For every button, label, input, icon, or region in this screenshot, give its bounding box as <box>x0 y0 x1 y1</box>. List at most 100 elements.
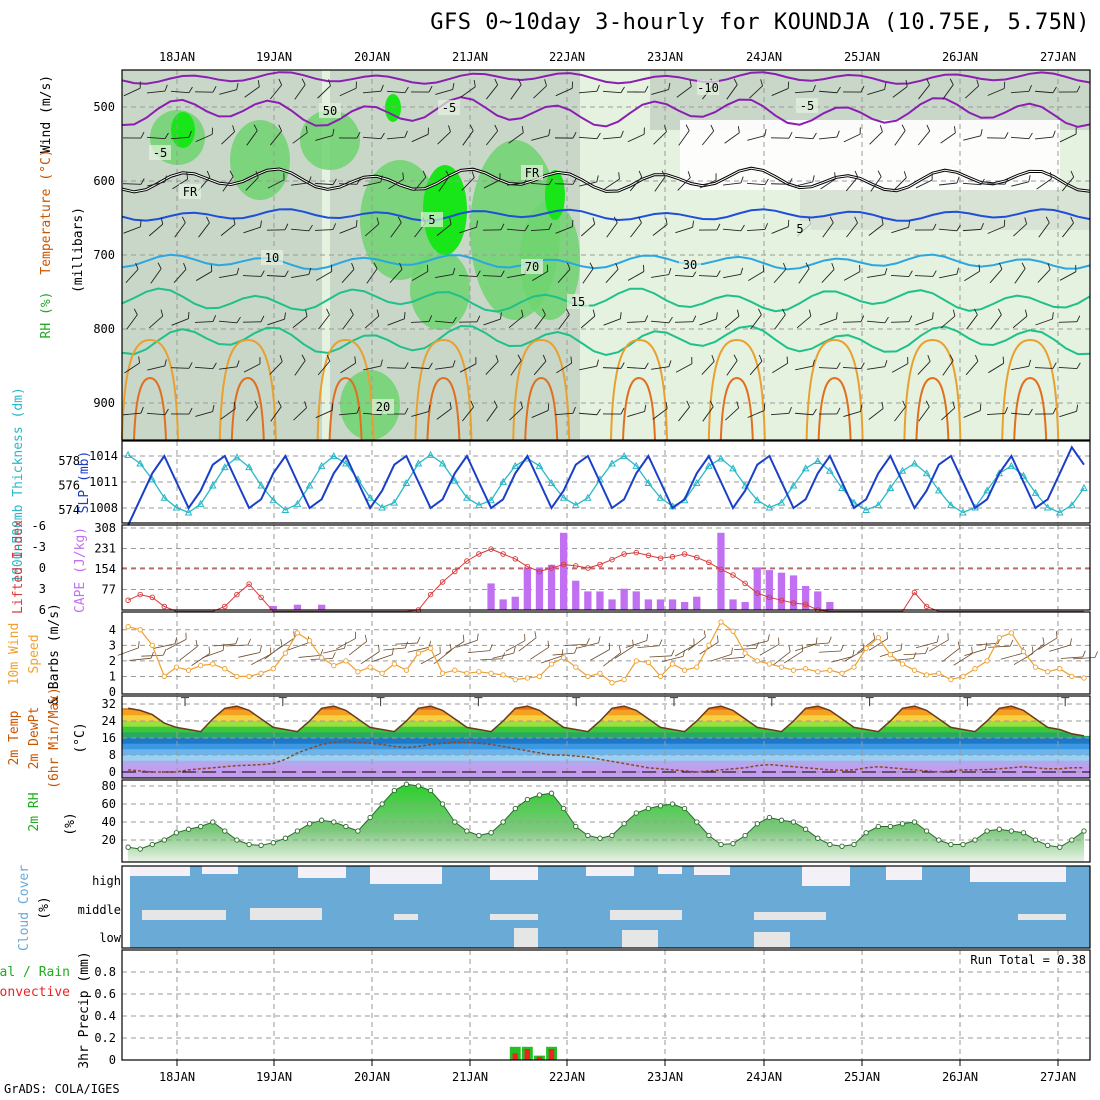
wind-barb <box>1012 309 1028 329</box>
precip-run-total: Run Total = 0.38 <box>970 953 1086 967</box>
wind-barb <box>171 311 190 326</box>
wind-barb <box>1034 362 1057 369</box>
wind-barb <box>170 362 193 369</box>
temperature-band <box>122 726 1090 733</box>
wind-barb <box>508 309 524 329</box>
wind-barb <box>725 401 740 421</box>
rh-point <box>851 841 857 848</box>
wind-barb <box>866 316 889 324</box>
wind-barb <box>366 262 378 284</box>
lifted-index-point <box>476 551 482 557</box>
wind-speed-point <box>367 664 373 670</box>
surface-wind-barb <box>225 638 251 647</box>
wind-speed-point <box>294 630 301 636</box>
wind-barb <box>1059 264 1077 281</box>
lifted-index-point <box>754 590 761 596</box>
wind-barb <box>459 220 478 234</box>
surface-wind-barb <box>264 639 283 660</box>
contour-label: -10 <box>697 81 719 95</box>
surface-wind-barb <box>649 649 675 658</box>
surface-wind-barb <box>540 649 564 664</box>
lifted-index-point <box>911 589 918 596</box>
wind-barb <box>894 400 906 422</box>
wind-barb <box>1062 216 1074 238</box>
temperature-tick-label: 24 <box>102 714 116 728</box>
wind-barb <box>819 312 838 326</box>
wind-speed-point <box>815 669 821 675</box>
wind-axis-label-1: 10m Wind <box>7 623 22 686</box>
wind-barb <box>1059 127 1077 143</box>
wind-barb <box>126 308 138 330</box>
cape-bar <box>318 604 326 610</box>
wind-barb <box>195 127 214 143</box>
wind-barb <box>482 223 505 231</box>
cloud-clear-segment <box>370 866 442 884</box>
thickness-point <box>450 476 459 484</box>
wind-speed-point <box>923 672 930 678</box>
cape-bar <box>729 599 737 610</box>
slp-tick-label: 1014 <box>89 449 118 463</box>
rh-point <box>1008 828 1015 834</box>
wind-barb <box>795 359 815 371</box>
wind-barb <box>1010 408 1033 416</box>
wind-barb <box>773 262 787 284</box>
thickness-point <box>1068 501 1076 509</box>
surface-wind-barb <box>492 646 516 659</box>
wind-speed-point <box>573 664 579 670</box>
lifted-index-point <box>706 559 712 566</box>
lifted-index-point <box>125 597 131 603</box>
rh-point <box>367 814 373 821</box>
wind-barb <box>342 308 354 330</box>
wind-barb <box>533 354 547 376</box>
wind-barb <box>364 217 380 237</box>
wind-barb <box>506 224 529 232</box>
thickness-point <box>184 508 193 516</box>
wind-barb <box>989 262 1003 284</box>
cape-bar <box>547 564 556 610</box>
thickness-point <box>511 461 520 469</box>
cloud-layer-fill <box>130 921 1090 948</box>
cape-bar <box>620 588 628 610</box>
thickness-point <box>922 469 931 477</box>
rh-dry-region <box>680 120 1060 190</box>
wind-barb <box>915 173 933 189</box>
thickness-point <box>620 452 628 460</box>
surface-wind-barb <box>637 639 663 649</box>
wind-barb <box>146 408 169 416</box>
rh-point <box>536 792 543 798</box>
thickness-point <box>813 456 822 464</box>
wind-barb <box>294 354 306 376</box>
wind-barb <box>940 309 956 329</box>
lifted-index-point <box>597 561 603 568</box>
wind-speed-point <box>355 669 361 675</box>
cape-bar <box>560 532 568 610</box>
surface-wind-barb <box>772 645 791 666</box>
wind-barb <box>965 354 979 376</box>
contour-label-bg <box>421 212 443 227</box>
surface-heating-contour-inner <box>524 376 559 441</box>
cape-bar <box>826 602 834 610</box>
thickness-point <box>414 459 423 467</box>
thickness-point <box>196 499 205 507</box>
wind-barb <box>314 178 337 186</box>
surface-wind-barb <box>191 646 211 666</box>
rh-point <box>210 819 216 825</box>
surface-wind-barb <box>941 641 960 662</box>
temperature-panel-frame <box>121 695 1091 779</box>
wind-barb <box>842 362 865 370</box>
thickness-point <box>656 493 665 501</box>
rh-point <box>1057 844 1063 850</box>
lifted-index-point <box>161 603 168 610</box>
thickness-point <box>959 508 967 516</box>
lifted-index-point <box>766 594 773 601</box>
surface-wind-barb <box>806 636 832 646</box>
cape-bar <box>668 599 677 610</box>
wind-barb <box>221 125 235 145</box>
wind-speed-point <box>669 661 676 667</box>
wind-barb <box>843 264 861 281</box>
surface-heating-contour-inner <box>328 376 363 441</box>
cloud-clear-segment <box>1018 914 1066 920</box>
wind-barb <box>122 406 144 416</box>
temperature-band <box>122 721 1090 728</box>
upper-air-axis-label: Temperature (°C) <box>39 149 54 274</box>
